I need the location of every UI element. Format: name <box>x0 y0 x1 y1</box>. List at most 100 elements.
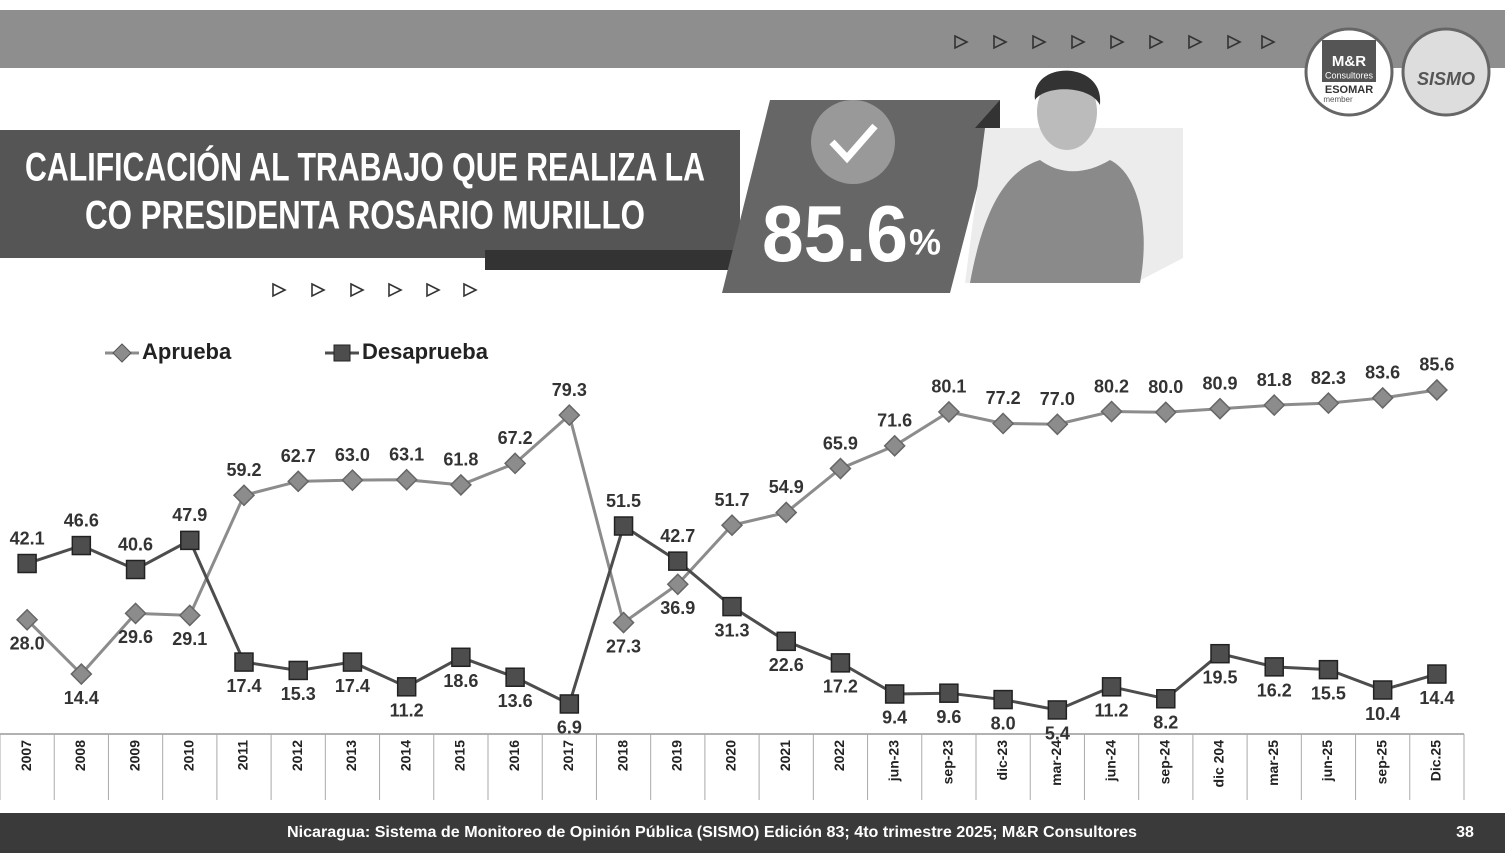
check-circle <box>811 100 895 184</box>
marker <box>288 660 308 681</box>
data-label: 59.2 <box>226 460 261 480</box>
data-label: 42.1 <box>10 528 45 548</box>
page-number: 38 <box>1456 824 1474 841</box>
marker <box>232 484 256 507</box>
legend-label: Aprueba <box>142 339 232 364</box>
data-label: 17.4 <box>335 676 370 696</box>
marker <box>17 553 37 574</box>
data-label: 22.6 <box>769 655 804 675</box>
data-label: 13.6 <box>498 691 533 711</box>
x-tick-label: 2016 <box>506 740 522 771</box>
marker <box>1208 397 1232 420</box>
data-label: 11.2 <box>390 701 424 721</box>
marker <box>451 647 471 668</box>
data-label: 15.5 <box>1311 683 1346 703</box>
data-label: 27.3 <box>606 636 641 656</box>
title: CALIFICACIÓN AL TRABAJO QUE REALIZA LA <box>25 144 705 190</box>
x-tick-label: sep-23 <box>940 740 956 785</box>
data-label: 8.0 <box>991 713 1016 733</box>
data-label: 46.6 <box>64 510 99 530</box>
data-label: 63.0 <box>335 445 370 465</box>
marker <box>775 501 798 524</box>
marker <box>505 667 525 687</box>
data-label: 29.6 <box>118 627 153 647</box>
marker <box>1371 386 1394 409</box>
x-tick-label: mar-25 <box>1265 740 1281 786</box>
x-tick-label: 2018 <box>614 740 630 771</box>
x-tick-label: 2014 <box>397 740 413 771</box>
logo-text: M&R <box>1332 53 1366 70</box>
marker <box>883 434 906 457</box>
marker <box>613 516 634 536</box>
x-tick-label: 2017 <box>560 740 576 771</box>
badge-unit: % <box>909 222 941 263</box>
title: CO PRESIDENTA ROSARIO MURILLO <box>85 194 645 238</box>
x-tick-label: 2019 <box>668 740 684 771</box>
data-label: 81.8 <box>1257 370 1292 390</box>
data-label: 9.4 <box>882 708 907 728</box>
marker <box>1425 378 1448 402</box>
data-label: 6.9 <box>557 718 582 738</box>
marker <box>1427 664 1447 684</box>
data-label: 80.1 <box>931 377 966 397</box>
title-arrows <box>272 282 478 298</box>
x-tick-label: 2022 <box>831 740 847 771</box>
data-label: 14.4 <box>1419 688 1454 708</box>
check-mark <box>829 123 878 164</box>
legend-label: Desaprueba <box>362 339 489 364</box>
data-label: 82.3 <box>1311 368 1346 388</box>
marker <box>830 653 851 673</box>
marker <box>722 596 742 617</box>
marker <box>396 677 417 697</box>
marker <box>884 684 905 704</box>
data-label: 77.0 <box>1040 389 1075 409</box>
badge-fold <box>975 100 1000 128</box>
logo-text: ESOMAR <box>1325 84 1373 96</box>
x-tick-label: 2020 <box>723 740 739 771</box>
marker <box>70 662 93 686</box>
x-tick-label: Dic.25 <box>1428 740 1444 781</box>
data-label: 28.0 <box>10 634 45 654</box>
marker <box>937 400 960 423</box>
marker <box>1047 700 1068 720</box>
data-label: 54.9 <box>769 477 804 497</box>
mr-logo-box <box>1322 40 1376 82</box>
marker <box>558 404 581 427</box>
marker <box>559 694 580 714</box>
marker <box>180 530 200 551</box>
data-label: 63.1 <box>389 444 424 464</box>
x-tick-label: jun-25 <box>1319 740 1335 782</box>
marker <box>993 689 1013 710</box>
data-label: 65.9 <box>823 433 858 453</box>
x-tick-label: 2015 <box>452 740 468 771</box>
x-tick-label: mar-24 <box>1048 740 1064 786</box>
data-label: 16.2 <box>1257 681 1292 701</box>
data-label: 51.7 <box>714 490 749 510</box>
data-label: 31.3 <box>714 620 749 640</box>
legend-marker <box>333 344 351 362</box>
data-label: 14.4 <box>64 688 99 708</box>
x-tick-label: 2013 <box>343 740 359 771</box>
marker <box>776 631 796 652</box>
data-label: 77.2 <box>986 388 1021 408</box>
x-tick-label: dic-23 <box>994 740 1010 781</box>
marker <box>612 611 635 634</box>
logo-text: Consultores <box>1325 70 1374 80</box>
marker <box>234 652 254 672</box>
marker <box>1318 659 1339 680</box>
photo <box>970 70 1144 283</box>
logo-text: member <box>1323 95 1353 104</box>
marker <box>939 683 959 703</box>
data-label: 47.9 <box>172 505 207 525</box>
data-label: 9.6 <box>936 707 961 727</box>
data-label: 40.6 <box>118 534 153 554</box>
data-label: 8.2 <box>1153 713 1178 733</box>
x-tick-label: sep-25 <box>1373 740 1389 785</box>
top-arrows <box>954 34 1276 50</box>
data-label: 11.2 <box>1095 701 1129 721</box>
marker <box>395 468 418 491</box>
data-label: 51.5 <box>606 491 641 511</box>
data-label: 80.2 <box>1094 376 1129 396</box>
